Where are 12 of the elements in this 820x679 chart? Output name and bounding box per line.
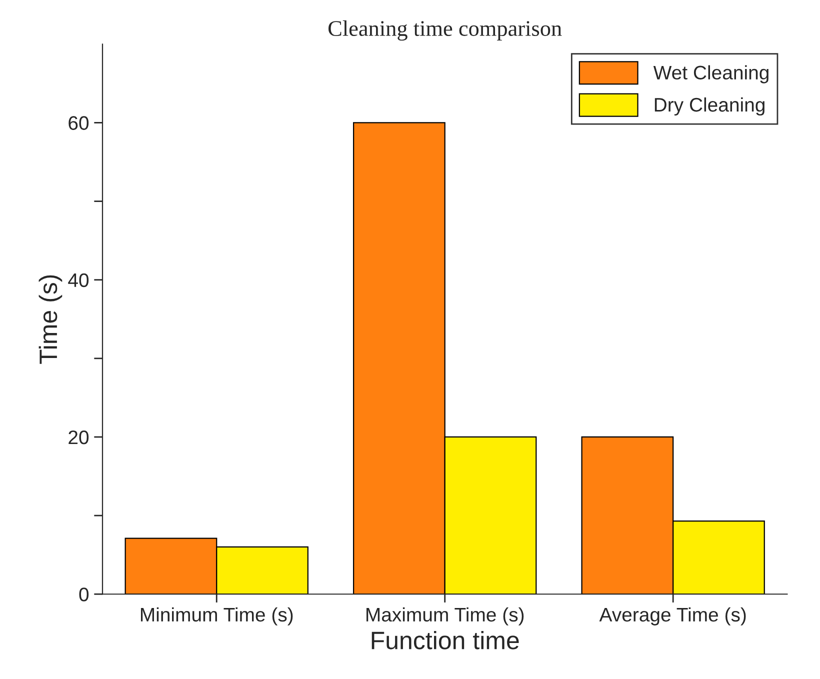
legend-label: Wet Cleaning: [653, 65, 768, 84]
y-tick-label: 40: [68, 273, 89, 288]
x-tick-label: Minimum Time (s): [140, 607, 293, 626]
x-tick-label: Maximum Time (s): [366, 607, 524, 626]
chart-title: Cleaning time comparison: [328, 20, 562, 41]
y-tick-label: 0: [79, 588, 89, 602]
y-tick-label: 20: [68, 430, 89, 444]
x-axis-title: Function time: [372, 631, 519, 650]
x-tick-label: Average Time (s): [599, 607, 746, 626]
legend-label: Dry Cleaning: [654, 97, 764, 116]
y-tick-label: 60: [68, 116, 89, 130]
y-axis-title: Time (s): [38, 275, 62, 364]
